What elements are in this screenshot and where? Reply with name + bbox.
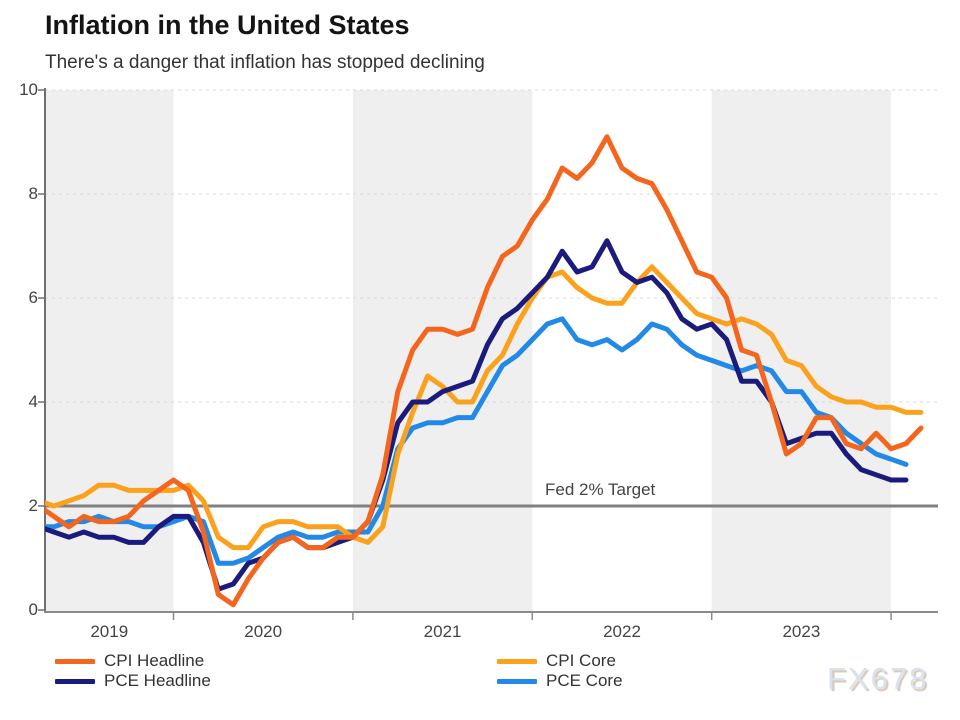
legend-swatch <box>55 658 95 664</box>
legend-label: CPI Core <box>546 651 616 670</box>
legend-item-pce-headline: PCE Headline <box>55 671 211 691</box>
series-line-pce-headline <box>45 238 909 592</box>
y-tick-label-6: 6 <box>28 288 38 307</box>
legend-swatch <box>497 658 537 664</box>
legend-item-cpi-headline: CPI Headline <box>55 651 204 671</box>
series-line-cpi-headline <box>45 134 924 608</box>
x-tick-label-2023: 2023 <box>782 622 821 641</box>
watermark-fx678: FX678 <box>827 661 929 696</box>
y-tick-label-0: 0 <box>28 600 38 619</box>
x-tick-label-2020: 2020 <box>244 622 283 641</box>
legend-swatch <box>497 678 537 684</box>
x-tick-label-2022: 2022 <box>603 622 641 641</box>
legend-item-pce-core: PCE Core <box>497 671 623 691</box>
y-tick-label-2: 2 <box>28 496 38 515</box>
chart-subtitle: There's a danger that inflation has stop… <box>45 52 485 73</box>
legend-label: CPI Headline <box>104 651 205 670</box>
y-tick-label-8: 8 <box>28 184 38 203</box>
y-tick-label-10: 10 <box>19 80 38 99</box>
chart-title: Inflation in the United States <box>45 10 410 40</box>
y-tick-label-4: 4 <box>28 392 38 411</box>
legend-label: PCE Headline <box>104 671 211 690</box>
legend-label: PCE Core <box>546 671 623 690</box>
legend-swatch <box>55 678 95 684</box>
x-tick-label-2019: 2019 <box>90 622 129 641</box>
x-tick-label-2021: 2021 <box>423 622 462 641</box>
year-band <box>711 90 892 612</box>
legend-item-cpi-core: CPI Core <box>497 651 616 671</box>
fed-target-label: Fed 2% Target <box>545 480 656 499</box>
